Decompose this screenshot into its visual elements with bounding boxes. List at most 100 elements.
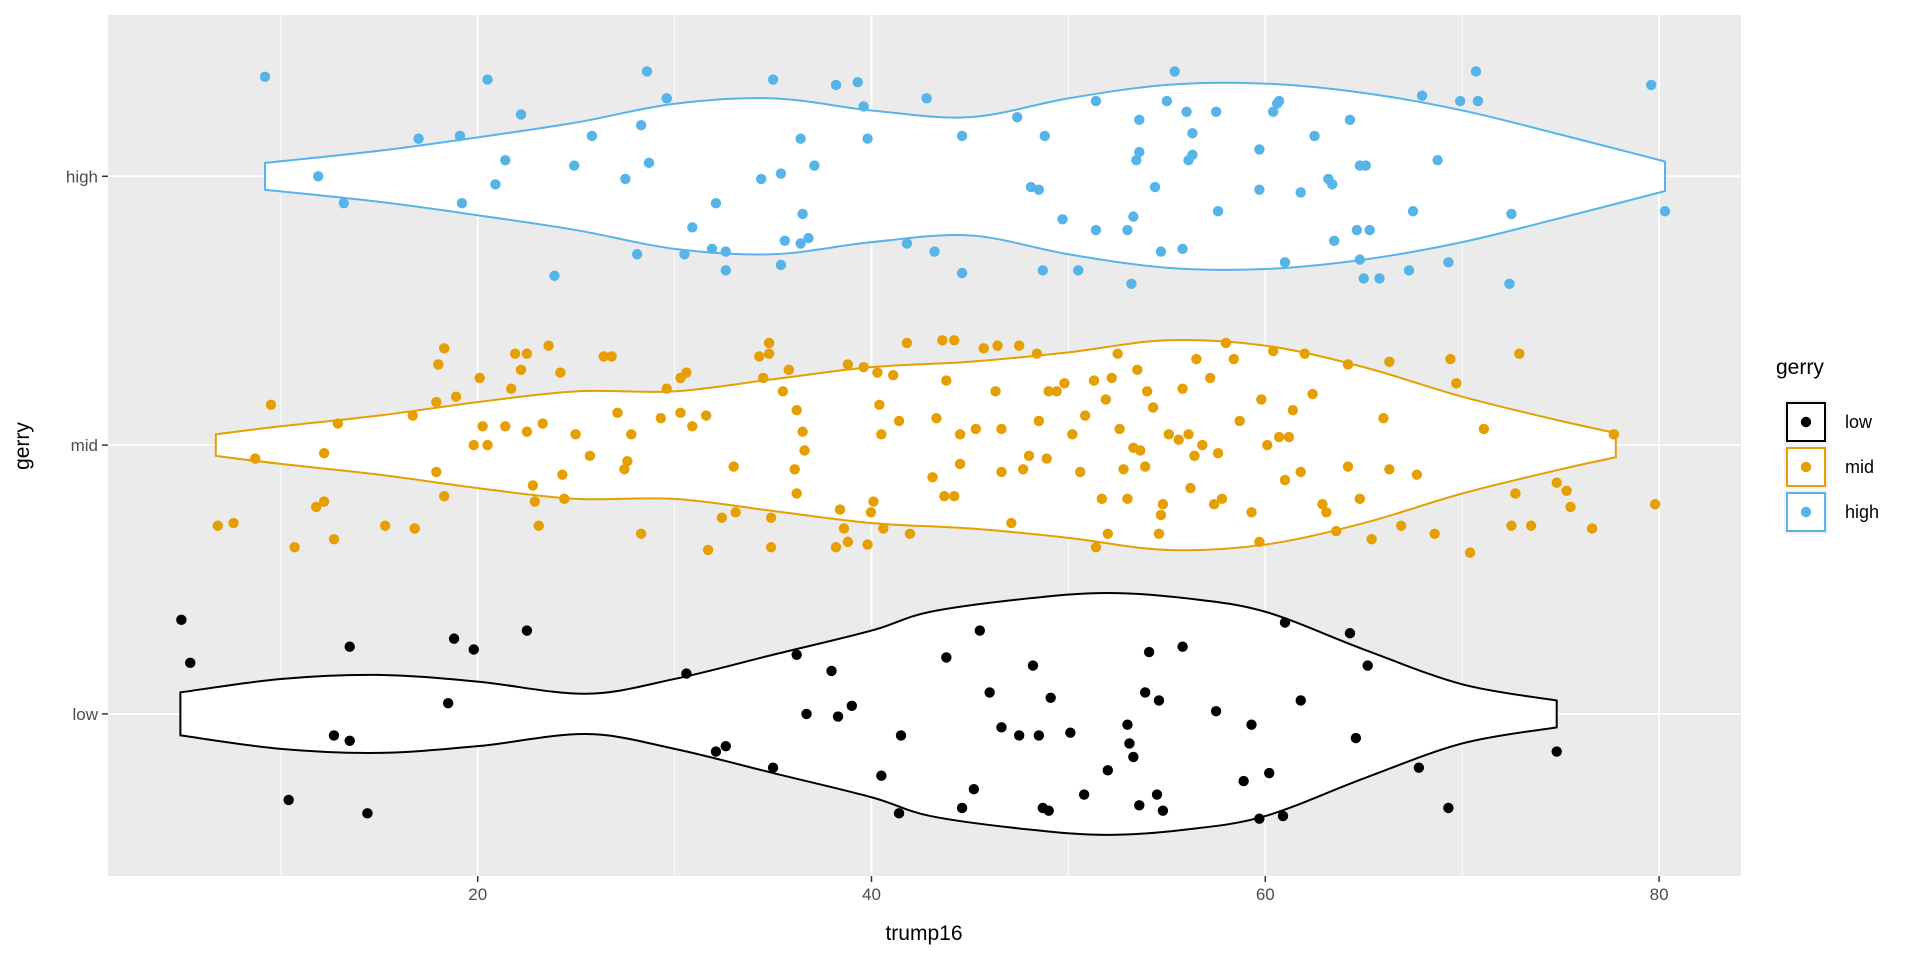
point-high: [720, 265, 731, 276]
point-high: [830, 79, 842, 91]
point-mid: [477, 421, 488, 432]
point-mid: [681, 367, 692, 378]
point-mid: [1153, 528, 1165, 540]
point-mid: [865, 507, 877, 518]
point-high: [1295, 187, 1306, 198]
point-high: [1329, 235, 1340, 247]
point-high: [1012, 111, 1023, 123]
point-mid: [1384, 356, 1395, 367]
point-mid: [1429, 528, 1440, 540]
point-mid: [954, 429, 966, 440]
point-mid: [468, 439, 479, 451]
point-mid: [543, 340, 554, 351]
point-high: [1039, 130, 1050, 142]
point-mid: [1366, 533, 1377, 545]
point-low: [956, 802, 968, 814]
point-mid: [1183, 429, 1194, 440]
point-mid: [379, 520, 391, 531]
point-mid: [439, 343, 450, 354]
point-low: [846, 700, 858, 712]
point-low: [941, 652, 952, 663]
point-high: [1090, 224, 1102, 236]
point-high: [1254, 144, 1265, 155]
point-mid: [1100, 394, 1112, 405]
point-mid: [765, 542, 777, 553]
point-mid: [1354, 493, 1366, 505]
point-mid: [228, 517, 239, 529]
point-low: [1153, 695, 1165, 706]
point-mid: [1013, 340, 1025, 351]
point-high: [779, 235, 791, 247]
point-mid: [893, 415, 905, 427]
point-mid: [318, 447, 330, 459]
point-high: [1364, 224, 1375, 236]
point-mid: [1191, 353, 1202, 365]
point-mid: [482, 439, 493, 451]
point-mid: [619, 464, 630, 475]
point-mid: [1059, 378, 1070, 389]
point-low: [974, 625, 985, 636]
violins: [179, 81, 1667, 836]
point-low: [893, 808, 905, 819]
point-low: [1013, 730, 1025, 741]
point-low: [895, 730, 907, 741]
point-low: [448, 633, 460, 644]
point-mid: [675, 407, 686, 419]
point-high: [1360, 160, 1371, 171]
point-high: [901, 238, 913, 249]
point-mid: [1189, 450, 1200, 462]
point-high: [1149, 181, 1161, 193]
point-mid: [1173, 434, 1184, 445]
point-mid: [1088, 375, 1100, 386]
point-low: [442, 697, 454, 709]
point-mid: [521, 426, 533, 437]
point-high: [767, 74, 779, 85]
point-low: [1151, 789, 1163, 800]
point-mid: [887, 370, 899, 381]
point-mid: [1216, 493, 1228, 505]
point-mid: [1246, 507, 1257, 518]
point-mid: [570, 429, 581, 440]
point-mid: [1228, 353, 1239, 365]
point-mid: [1411, 469, 1423, 480]
point-mid: [1561, 485, 1572, 496]
point-low: [876, 770, 887, 781]
y-tick-label: high: [66, 167, 98, 186]
point-low: [801, 708, 812, 720]
point-high: [1309, 130, 1320, 142]
point-low: [1078, 789, 1090, 800]
point-mid: [996, 423, 1007, 435]
point-high: [454, 130, 466, 142]
point-low: [1157, 805, 1169, 816]
point-mid: [500, 421, 511, 432]
point-mid: [1135, 445, 1146, 456]
point-high: [1504, 278, 1515, 290]
point-mid: [1378, 413, 1389, 424]
point-low: [1264, 767, 1275, 779]
point-high: [1659, 206, 1671, 217]
point-high: [1279, 257, 1291, 268]
point-mid: [289, 542, 300, 553]
point-mid: [527, 480, 539, 491]
point-mid: [948, 335, 960, 346]
point-high: [1416, 90, 1428, 101]
point-mid: [655, 413, 667, 424]
point-mid: [555, 367, 566, 378]
point-low: [832, 711, 844, 722]
point-high: [929, 246, 940, 257]
point-mid: [716, 512, 728, 523]
point-mid: [687, 421, 698, 432]
point-mid: [409, 523, 420, 534]
point-high: [1327, 179, 1338, 190]
point-mid: [1197, 439, 1208, 451]
point-mid: [948, 490, 960, 502]
point-mid: [777, 386, 789, 397]
point-high: [921, 93, 932, 104]
point-mid: [1185, 482, 1196, 494]
point-mid: [1321, 507, 1332, 518]
point-low: [1295, 695, 1306, 706]
point-high: [1134, 114, 1145, 126]
legend-title: gerry: [1776, 356, 1824, 379]
point-high: [679, 249, 690, 260]
